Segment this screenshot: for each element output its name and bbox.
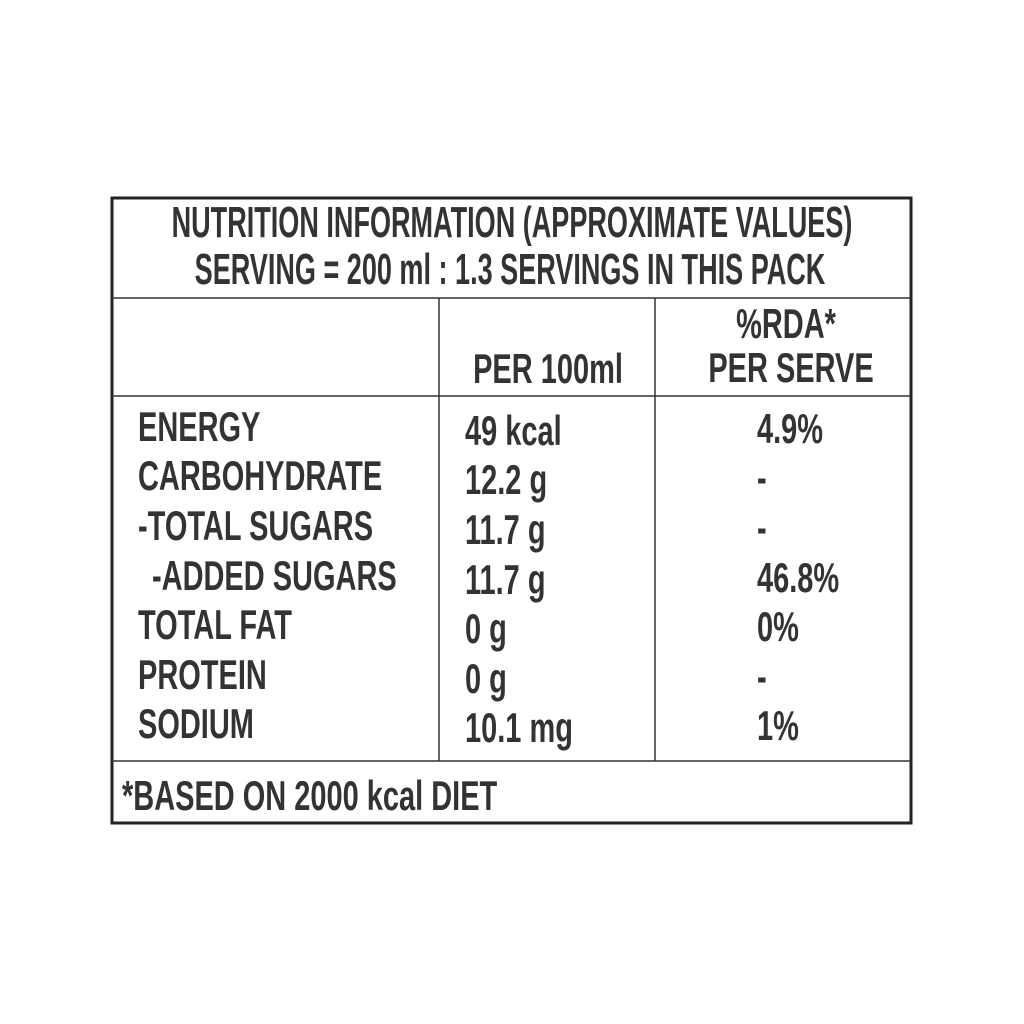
nutrient-name: TOTAL FAT [138, 601, 292, 649]
per-100ml-value: 12.2 g [465, 456, 547, 504]
rda-value: - [757, 504, 767, 552]
nutrient-name: CARBOHYDRATE [138, 452, 382, 500]
nutrient-name: ENERGY [138, 403, 260, 451]
title: NUTRITION INFORMATION (APPROXIMATE VALUE… [172, 197, 853, 246]
column-header: PER SERVE [708, 344, 873, 392]
per-100ml-value: 49 kcal [465, 407, 562, 455]
panel-border [110, 196, 913, 825]
rda-value: 46.8% [757, 554, 839, 602]
rda-value: - [757, 653, 767, 701]
per-100ml-value: 11.7 g [465, 556, 546, 604]
rda-value: 1% [757, 702, 799, 750]
per-100ml-value: 11.7 g [465, 506, 546, 554]
nutrient-name: PROTEIN [138, 651, 267, 699]
nutrient-name: SODIUM [138, 700, 254, 748]
per-100ml-value: 10.1 mg [465, 704, 573, 752]
column-header: %RDA* [736, 300, 836, 348]
rda-value: 4.9% [757, 405, 823, 453]
rda-value: - [757, 454, 767, 502]
per-100ml-value: 0 g [465, 655, 507, 703]
per-100ml-value: 0 g [465, 605, 507, 653]
nutrient-name: -ADDED SUGARS [152, 552, 397, 600]
footnote: *BASED ON 2000 kcal DIET [122, 772, 497, 820]
rda-value: 0% [757, 603, 799, 651]
serving-info: SERVING = 200 ml : 1.3 SERVINGS IN THIS … [195, 244, 826, 293]
column-header: PER 100ml [473, 345, 623, 393]
nutrient-name: -TOTAL SUGARS [138, 502, 373, 550]
